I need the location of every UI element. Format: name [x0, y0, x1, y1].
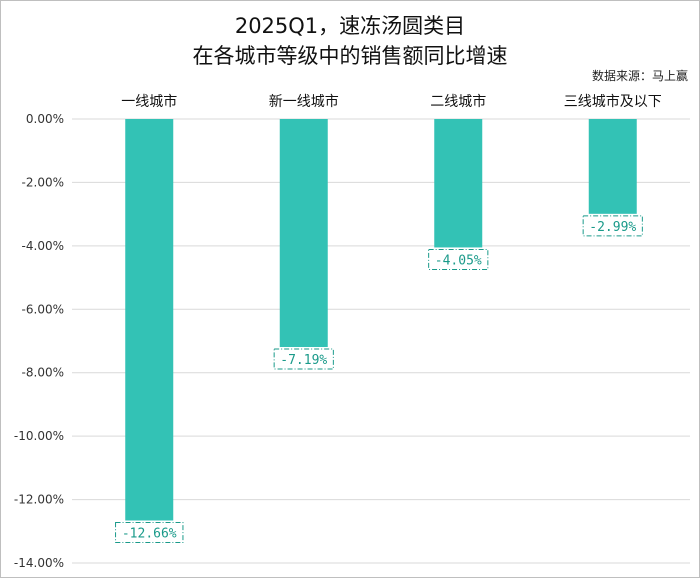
y-tick-label: -6.00%: [22, 302, 64, 316]
y-tick-label: 0.00%: [26, 112, 64, 126]
bar: [588, 119, 637, 214]
y-tick-label: -2.00%: [22, 175, 64, 189]
y-tick-label: -8.00%: [22, 366, 64, 380]
bar: [125, 119, 174, 521]
y-tick-label: -10.00%: [14, 429, 64, 443]
bar: [279, 119, 328, 348]
x-category-label: 新一线城市: [269, 93, 339, 110]
y-tick-label: -14.00%: [14, 556, 64, 570]
data-label-box: [582, 215, 643, 237]
x-category-label: 一线城市: [121, 93, 177, 110]
data-label-box: [428, 248, 489, 270]
x-category-label: 二线城市: [430, 93, 486, 110]
x-category-label: 三线城市及以下: [564, 93, 662, 110]
y-tick-label: -4.00%: [22, 239, 64, 253]
data-source-note: 数据来源：马上赢: [591, 69, 688, 83]
data-label: -7.19%: [280, 353, 327, 368]
data-label: -4.05%: [435, 253, 482, 268]
chart-title-line1: 2025Q1，速冻汤圆类目: [234, 14, 466, 38]
data-label-box: [273, 348, 334, 370]
chart-title-line2: 在各城市等级中的销售额同比增速: [192, 44, 508, 68]
bar: [434, 119, 483, 248]
data-label: -2.99%: [589, 220, 636, 235]
data-label: -12.66%: [122, 527, 177, 542]
y-tick-label: -12.00%: [14, 493, 64, 507]
data-label-box: [115, 522, 184, 544]
